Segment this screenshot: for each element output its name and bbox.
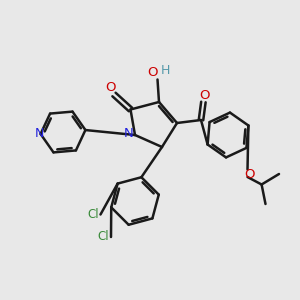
Text: N: N <box>124 127 133 140</box>
Text: Cl: Cl <box>98 230 109 244</box>
Text: O: O <box>105 81 116 94</box>
Text: O: O <box>200 89 210 102</box>
Text: Cl: Cl <box>87 208 99 221</box>
Text: N: N <box>34 128 44 140</box>
Text: O: O <box>245 168 255 182</box>
Text: O: O <box>147 66 158 80</box>
Text: H: H <box>161 64 171 77</box>
